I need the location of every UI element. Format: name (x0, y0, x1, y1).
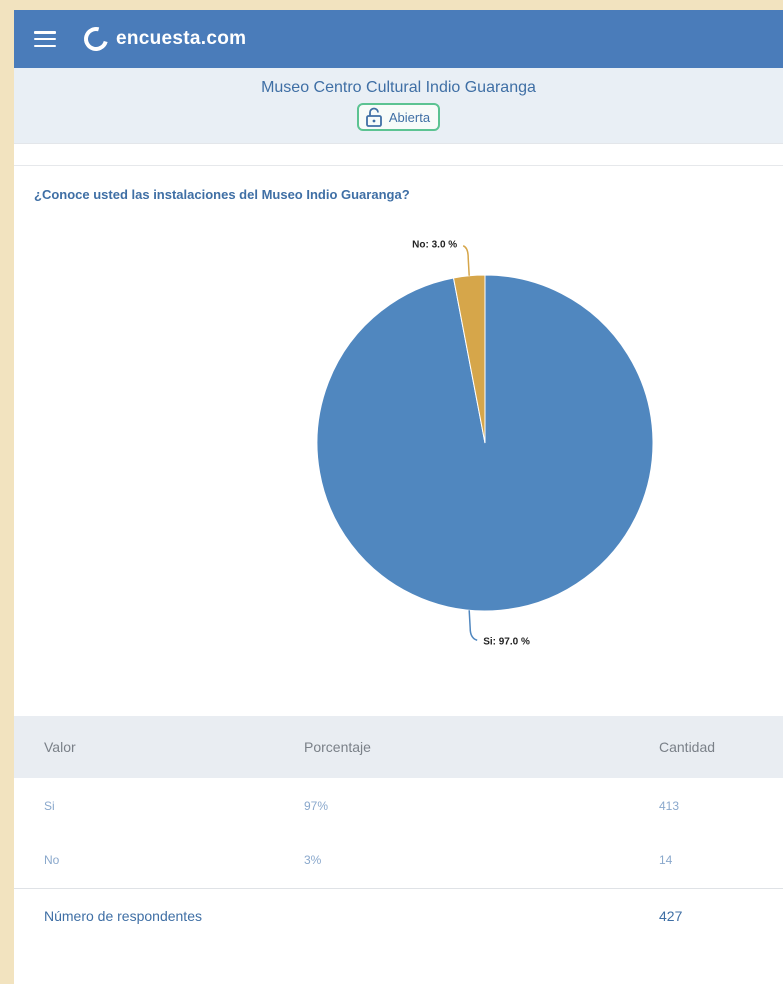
total-label: Número de respondentes (14, 887, 629, 944)
encuesta-logo-icon (79, 22, 113, 56)
pie-chart-area: No: 3.0 % Si: 97.0 % (14, 206, 783, 716)
header-porcentaje[interactable]: Porcentaje (274, 716, 629, 778)
status-badge[interactable]: Abierta (356, 103, 441, 131)
question-text: ¿Conoce usted las instalaciones del Muse… (34, 187, 410, 202)
unlocked-padlock-icon (365, 107, 382, 127)
brand-name[interactable]: encuesta.com (116, 28, 247, 49)
survey-title: Museo Centro Cultural Indio Guaranga (261, 79, 536, 96)
cell-cantidad: 413 (659, 798, 680, 813)
cell-porcentaje: 3% (304, 853, 322, 868)
survey-header: Museo Centro Cultural Indio Guaranga Abi… (14, 68, 783, 144)
cell-valor: Si (44, 798, 55, 813)
app-frame: encuesta.com Museo Centro Cultural Indio… (14, 10, 783, 984)
data-label-si: Si: 97.0 % (483, 636, 530, 647)
label-leader-si (468, 610, 478, 641)
top-navigation-bar: encuesta.com (14, 10, 783, 68)
hamburger-menu-icon[interactable] (34, 31, 56, 47)
pie-chart: No: 3.0 % Si: 97.0 % (316, 240, 654, 647)
table-row: Si 97% 413 (14, 778, 783, 833)
results-table: Valor Porcentaje Cantidad Si 97% 413 No … (14, 716, 783, 944)
header-valor[interactable]: Valor (14, 716, 274, 778)
status-label: Abierta (388, 109, 431, 125)
cell-cantidad: 14 (659, 853, 673, 868)
header-cantidad[interactable]: Cantidad (629, 716, 783, 778)
section-divider (14, 144, 783, 166)
data-label-no: No: 3.0 % (412, 240, 457, 251)
total-value: 427 (629, 887, 783, 944)
label-leader-no (462, 245, 470, 276)
total-row: Número de respondentes 427 (14, 887, 783, 944)
table-header-row: Valor Porcentaje Cantidad (14, 716, 783, 778)
cell-porcentaje: 97% (304, 798, 329, 813)
cell-valor: No (44, 853, 60, 868)
table-row: No 3% 14 (14, 833, 783, 888)
